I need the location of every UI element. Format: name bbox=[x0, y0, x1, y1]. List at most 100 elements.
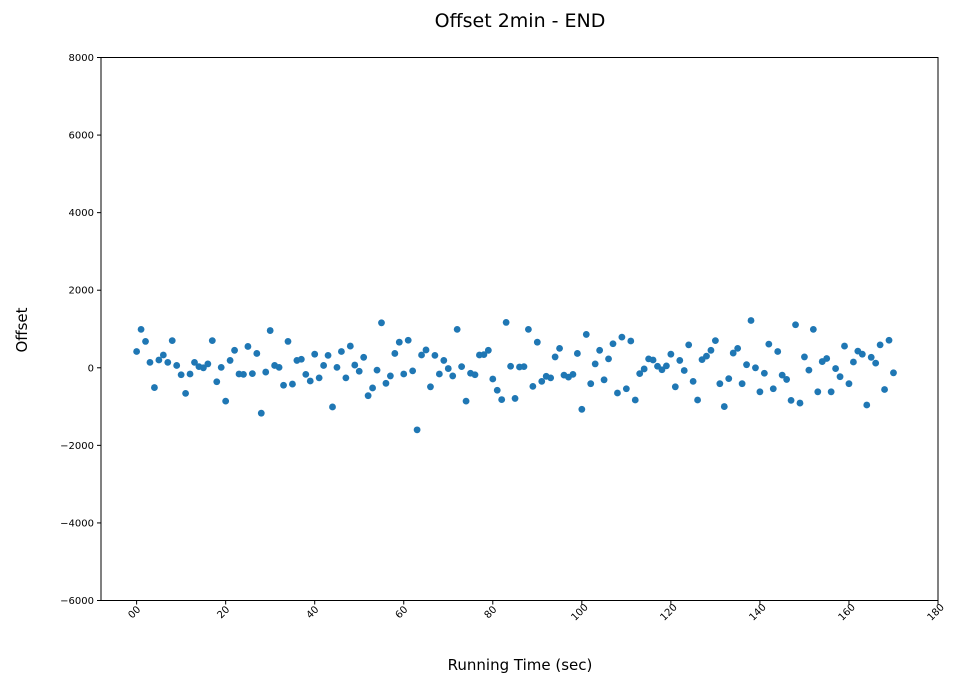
data-point bbox=[792, 321, 799, 329]
y-tick-label: 8000 bbox=[69, 53, 94, 64]
data-point bbox=[338, 348, 345, 355]
y-tick-label: 4000 bbox=[69, 208, 94, 219]
chart-title: Offset 2min - END bbox=[435, 10, 606, 32]
data-point bbox=[636, 370, 644, 377]
data-point bbox=[827, 388, 835, 396]
data-point bbox=[694, 396, 701, 404]
y-axis: −6000 −4000 −2000 0 2000 4000 6000 8000 bbox=[60, 53, 101, 607]
data-point bbox=[248, 370, 256, 377]
data-point bbox=[137, 325, 145, 333]
data-point bbox=[280, 381, 287, 389]
data-point bbox=[801, 353, 808, 361]
y-tick-label: −6000 bbox=[60, 596, 94, 607]
data-point bbox=[671, 383, 679, 391]
data-point bbox=[413, 426, 421, 434]
data-point bbox=[649, 356, 657, 364]
data-point bbox=[213, 378, 221, 386]
data-point bbox=[324, 351, 332, 359]
data-point bbox=[876, 341, 884, 349]
data-point bbox=[471, 371, 479, 379]
data-point bbox=[373, 366, 381, 374]
data-point bbox=[391, 350, 399, 357]
data-point bbox=[493, 386, 501, 394]
data-point bbox=[186, 370, 194, 378]
data-point bbox=[231, 346, 238, 354]
data-point bbox=[484, 346, 492, 354]
data-point bbox=[738, 380, 746, 388]
y-tick-label: 0 bbox=[88, 363, 94, 374]
data-point bbox=[663, 362, 670, 370]
data-point bbox=[204, 360, 212, 368]
data-point bbox=[533, 338, 541, 346]
y-axis-label: Offset bbox=[13, 307, 31, 352]
data-point bbox=[177, 371, 185, 379]
data-point bbox=[725, 375, 733, 383]
data-point bbox=[507, 362, 514, 370]
data-point bbox=[435, 370, 443, 378]
data-point bbox=[498, 396, 506, 403]
data-point bbox=[622, 385, 630, 393]
data-point bbox=[418, 351, 425, 359]
data-point bbox=[778, 371, 786, 379]
data-point bbox=[525, 325, 532, 333]
data-point bbox=[182, 389, 189, 397]
data-point bbox=[191, 358, 198, 366]
data-point bbox=[244, 343, 252, 350]
data-point bbox=[614, 389, 621, 397]
x-tick-label: 100 bbox=[569, 602, 590, 623]
data-point bbox=[703, 352, 710, 360]
data-point bbox=[222, 397, 230, 405]
x-tick-label: 40 bbox=[305, 604, 322, 621]
data-point bbox=[769, 385, 777, 393]
data-point bbox=[600, 376, 608, 384]
data-point bbox=[511, 395, 519, 402]
data-point bbox=[618, 333, 626, 341]
data-point bbox=[707, 346, 715, 354]
data-point bbox=[756, 388, 764, 396]
data-point bbox=[858, 350, 866, 358]
data-point bbox=[458, 363, 466, 371]
y-tick-label: 6000 bbox=[69, 131, 94, 142]
data-point bbox=[444, 365, 452, 372]
data-point bbox=[734, 344, 742, 352]
data-point bbox=[787, 396, 795, 404]
data-point bbox=[680, 367, 688, 374]
data-point bbox=[890, 369, 897, 377]
data-point bbox=[155, 356, 163, 364]
x-tick-label: 160 bbox=[837, 602, 858, 623]
data-point bbox=[453, 325, 461, 333]
data-point bbox=[489, 375, 497, 383]
data-point bbox=[841, 342, 848, 350]
data-point bbox=[146, 358, 154, 366]
data-point bbox=[173, 362, 181, 369]
data-point bbox=[720, 403, 728, 410]
data-point bbox=[351, 361, 359, 369]
x-tick-label: 180 bbox=[926, 602, 947, 623]
data-point bbox=[605, 355, 612, 363]
data-point bbox=[302, 370, 310, 378]
data-point bbox=[409, 367, 417, 375]
data-point bbox=[783, 376, 791, 383]
data-point bbox=[809, 325, 817, 333]
data-point bbox=[823, 355, 831, 362]
data-point bbox=[716, 380, 724, 388]
data-point bbox=[845, 380, 853, 388]
data-point bbox=[208, 337, 216, 345]
data-point bbox=[689, 377, 697, 385]
data-point bbox=[480, 351, 488, 358]
x-tick-label: 00 bbox=[126, 604, 143, 621]
data-point bbox=[151, 384, 158, 391]
data-point bbox=[306, 377, 314, 385]
data-point bbox=[538, 377, 546, 385]
data-point bbox=[200, 364, 207, 372]
data-point bbox=[885, 336, 893, 344]
x-tick-label: 120 bbox=[658, 602, 679, 623]
data-point bbox=[253, 350, 261, 357]
data-point bbox=[240, 370, 247, 378]
plot-area bbox=[100, 57, 939, 601]
axes-frame bbox=[100, 57, 939, 601]
data-point bbox=[226, 357, 234, 364]
data-point bbox=[711, 337, 719, 345]
data-point bbox=[364, 392, 372, 400]
data-point bbox=[582, 331, 590, 338]
